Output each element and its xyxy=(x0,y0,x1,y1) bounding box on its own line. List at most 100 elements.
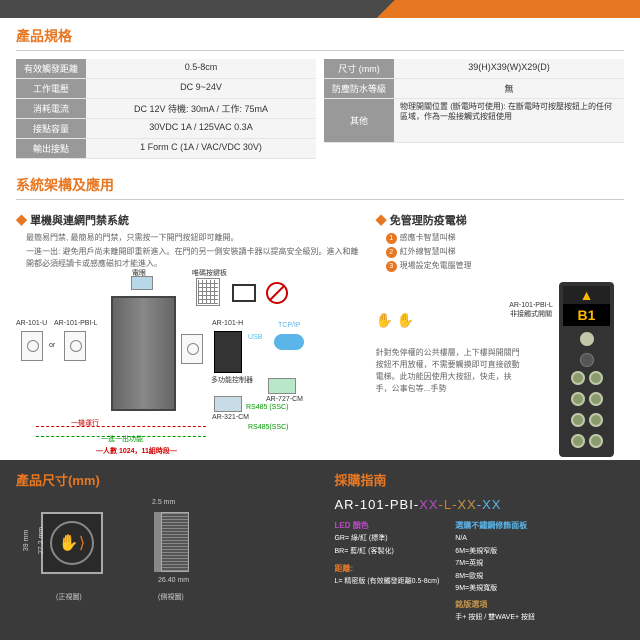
red-line xyxy=(36,426,206,427)
ctrl-desc: 多功能控制器 xyxy=(211,375,253,385)
dist-heading: 距離: xyxy=(334,563,439,575)
pn-l: -L- xyxy=(439,497,458,512)
flow2-label: 一進一出功能 xyxy=(101,434,143,444)
guide-title: 採購指南 xyxy=(334,470,624,489)
spec-v: 39(H)X39(W)X29(D) xyxy=(394,59,624,79)
front-view-diagram: ✋⟩ 39 mm 27.2 mm (正視圖) xyxy=(16,497,126,597)
side-label: (側視圖) xyxy=(158,592,184,602)
divider xyxy=(16,50,624,51)
r-note: 現場設定免電腦管理 xyxy=(400,261,472,270)
dim-title: 產品尺寸(mm) xyxy=(16,470,334,489)
dim-25: 2.5 mm xyxy=(152,499,175,506)
dim-264: 26.40 mm xyxy=(158,577,189,584)
dim-272: 27.2 mm xyxy=(38,527,45,554)
num-badge: 1 xyxy=(386,233,397,244)
cm1-icon xyxy=(214,396,242,412)
cam-label: 電眼 xyxy=(132,268,146,278)
sys-note: 一進一出: 避免用戶尚未離開即重新進入。在門的另一側安裝讀卡器以提高安全級別。進… xyxy=(26,246,364,270)
system-diagram: 電眼 唯碼按鍵板 AR-101-U AR-101-PBI-L or AR-101… xyxy=(16,276,364,456)
keypad-icon xyxy=(196,278,220,306)
panel-opt: 6M=美規窄版 xyxy=(455,547,535,558)
elev-floor-button[interactable] xyxy=(589,413,603,427)
side-view-diagram: 2.5 mm 26.40 mm (側視圖) xyxy=(146,497,226,597)
led-opt: GR= 綠/紅 (標準) xyxy=(334,534,439,545)
pc-icon xyxy=(232,284,256,302)
elev-floor-button[interactable] xyxy=(571,392,585,406)
reader-u-icon xyxy=(21,331,43,361)
or-label: or xyxy=(49,342,55,349)
reader-u-label: AR-101-U xyxy=(16,320,47,327)
panel-opt: N/A xyxy=(455,534,535,545)
r-desc: 針對免停權的公共樓層，上下樓與開關門按鈕不用放權，不需要觸摸即可直接啟動電梯。此… xyxy=(376,347,526,395)
spec-v: DC 12V 待機: 30mA / 工作: 75mA xyxy=(86,99,316,119)
ctrl-label: AR-101-H xyxy=(212,320,243,327)
dist-opt: L= 精密版 (有效觸發距離0.5-8cm) xyxy=(334,577,439,588)
elev-floor-button[interactable] xyxy=(571,434,585,448)
floor-display: B1 xyxy=(563,304,610,326)
elevator-panel: ▲ B1 xyxy=(559,282,614,457)
system-section: 系統架構及應用 單機與連網門禁系統 最簡易門禁, 最簡易的門禁，只需按一下開門按… xyxy=(0,167,640,490)
prohibit-icon xyxy=(266,282,288,304)
panel-opt: 7M=英規 xyxy=(455,559,535,570)
sys-left-heading: 單機與連網門禁系統 xyxy=(16,212,364,228)
pn-x3: -XX xyxy=(477,497,502,512)
reader-pbil-icon xyxy=(64,331,86,361)
elev-floor-button[interactable] xyxy=(589,434,603,448)
sys-note: 最簡易門禁, 最簡易的門禁，只需按一下開門按鈕即可離開。 xyxy=(26,232,364,244)
elev-floor-button[interactable] xyxy=(571,371,585,385)
elev-floor-button[interactable] xyxy=(589,392,603,406)
cm2-icon xyxy=(268,378,296,394)
cm2-label: AR-727-CM xyxy=(266,396,303,403)
elev-reader-label: AR-101-PBI-L 非接觸式開關 xyxy=(506,302,556,319)
header-stripe xyxy=(0,0,640,18)
spec-h: 其他 xyxy=(324,99,394,143)
camera-icon xyxy=(131,276,153,290)
spec-v: 1 Form C (1A / VAC/VDC 30V) xyxy=(86,139,316,159)
cloud-icon xyxy=(274,334,304,350)
cm1-label: AR-321-CM xyxy=(212,414,249,421)
dim-39: 39 mm xyxy=(23,530,30,551)
sys-title: 系統架構及應用 xyxy=(16,175,624,195)
divider xyxy=(16,199,624,200)
opt-heading: 銘版選項 xyxy=(455,599,535,611)
wave-hand-icon xyxy=(396,312,414,330)
panel-opt: 8M=歐規 xyxy=(455,572,535,583)
pn-x2: XX xyxy=(457,497,476,512)
opt-item: 手+ 按鈕 / 雙WAVE+ 按鈕 xyxy=(455,613,535,624)
front-label: (正視圖) xyxy=(56,592,82,602)
elev-floor-button[interactable] xyxy=(571,413,585,427)
flow1-label: 一機運行 xyxy=(71,418,99,428)
num-badge: 3 xyxy=(386,261,397,272)
led-opt: BR= 藍/紅 (客製化) xyxy=(334,547,439,558)
usb-label: USB xyxy=(248,334,262,341)
sys-right-heading: 免管理防疫電梯 xyxy=(376,212,624,228)
r-note: 感應卡智慧叫梯 xyxy=(400,233,456,242)
flow3-label: —人數 1024，11組時段— xyxy=(96,446,177,456)
reader-door-icon xyxy=(181,334,203,364)
spec-title: 產品規格 xyxy=(16,26,624,46)
pn-x1: XX xyxy=(419,497,438,512)
speaker-icon xyxy=(580,353,594,367)
rs1-label: RS485 (SSC) xyxy=(246,404,288,411)
up-arrow-icon: ▲ xyxy=(563,286,610,304)
door-icon xyxy=(111,296,176,411)
elev-floor-button[interactable] xyxy=(589,371,603,385)
spec-h: 接點容量 xyxy=(16,119,86,139)
rs2-label: RS485(SSC) xyxy=(248,424,288,431)
keypad-label: 唯碼按鍵板 xyxy=(192,268,227,278)
spec-h: 工作電壓 xyxy=(16,79,86,99)
r-note: 紅外線智慧叫梯 xyxy=(400,247,456,256)
spec-v: 30VDC 1A / 125VAC 0.3A xyxy=(86,119,316,139)
elev-call-button[interactable] xyxy=(580,332,594,346)
reader-pbil-label: AR-101-PBI-L xyxy=(54,320,98,327)
panel-heading: 選購不鏽鋼修飾面板 xyxy=(455,520,535,532)
spec-v: 物理開關位置 (斷電時可使用): 在斷電時可按壓按鈕上的任何區域，作為一般接觸式… xyxy=(394,99,624,143)
pn-base: AR-101-PBI- xyxy=(334,497,419,512)
spec-h: 有效觸發距離 xyxy=(16,59,86,79)
dark-section: 產品尺寸(mm) ✋⟩ 39 mm 27.2 mm (正視圖) 2.5 mm 2… xyxy=(0,460,640,640)
spec-h: 消耗電流 xyxy=(16,99,86,119)
spec-v: DC 9~24V xyxy=(86,79,316,99)
spec-v: 無 xyxy=(394,79,624,99)
wave-icon: ✋⟩ xyxy=(50,521,94,565)
wave-hand-icon xyxy=(376,312,394,330)
